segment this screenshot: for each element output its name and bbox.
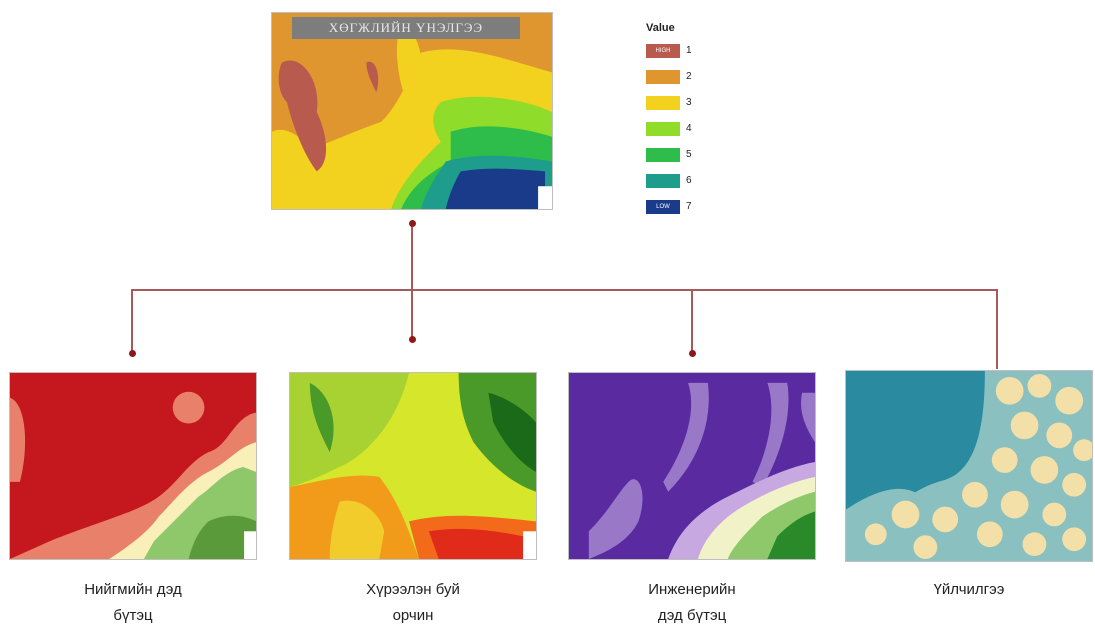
connector-drop-4 bbox=[996, 289, 998, 369]
connector-dot-2 bbox=[409, 336, 416, 343]
caption-line-2: дэд бүтэц bbox=[657, 607, 727, 624]
caption-line-2: бүтэц bbox=[113, 607, 153, 624]
connector-bus bbox=[131, 289, 998, 291]
legend-label: 7 bbox=[686, 201, 692, 212]
legend-label: 3 bbox=[686, 97, 692, 108]
connector-dot-top bbox=[409, 220, 416, 227]
social-infrastructure-map bbox=[9, 372, 257, 560]
caption-line-2: орчин bbox=[392, 607, 434, 624]
connector-dot-3 bbox=[689, 350, 696, 357]
connector-dot-1 bbox=[129, 350, 136, 357]
legend-item: 6 bbox=[646, 174, 716, 188]
legend-label: 6 bbox=[686, 175, 692, 186]
main-map-graphic bbox=[272, 13, 552, 209]
caption-social-infrastructure: Нийгмийн дэд бүтэц bbox=[33, 577, 233, 629]
main-suitability-map: ХӨГЖЛИЙН ҮНЭЛГЭЭ bbox=[271, 12, 553, 210]
legend-label: 4 bbox=[686, 123, 692, 134]
caption-line-1: Хүрээлэн буй bbox=[366, 581, 460, 598]
legend-item: 4 bbox=[646, 122, 716, 136]
legend-swatch: HIGH bbox=[646, 44, 680, 58]
caption-line-1: Үйлчилгээ bbox=[933, 581, 1005, 598]
caption-engineering-infrastructure: Инженерийн дэд бүтэц bbox=[592, 577, 792, 629]
legend-swatch bbox=[646, 148, 680, 162]
environment-map bbox=[289, 372, 537, 560]
caption-environment: Хүрээлэн буй орчин bbox=[313, 577, 513, 629]
legend-item: HIGH 1 bbox=[646, 44, 716, 58]
legend-item: 5 bbox=[646, 148, 716, 162]
connector-trunk bbox=[411, 222, 413, 290]
caption-line-1: Инженерийн bbox=[648, 581, 736, 598]
legend-item: LOW 7 bbox=[646, 200, 716, 214]
connector-drop-2 bbox=[411, 289, 413, 339]
connector-drop-1 bbox=[131, 289, 133, 353]
legend-swatch bbox=[646, 122, 680, 136]
legend-swatch bbox=[646, 70, 680, 84]
legend-label: 5 bbox=[686, 149, 692, 160]
legend-item: 3 bbox=[646, 96, 716, 110]
legend-label: 2 bbox=[686, 71, 692, 82]
legend-item: 2 bbox=[646, 70, 716, 84]
main-map-title: ХӨГЖЛИЙН ҮНЭЛГЭЭ bbox=[292, 17, 520, 39]
legend-swatch bbox=[646, 174, 680, 188]
engineering-infrastructure-map bbox=[568, 372, 816, 560]
legend-label: 1 bbox=[686, 45, 692, 56]
legend-swatch bbox=[646, 96, 680, 110]
connector-drop-3 bbox=[691, 289, 693, 353]
caption-line-1: Нийгмийн дэд bbox=[84, 581, 182, 598]
legend-swatch: LOW bbox=[646, 200, 680, 214]
legend-title: Value bbox=[646, 22, 675, 34]
services-map bbox=[845, 370, 1093, 562]
caption-services: Үйлчилгээ bbox=[869, 577, 1069, 603]
